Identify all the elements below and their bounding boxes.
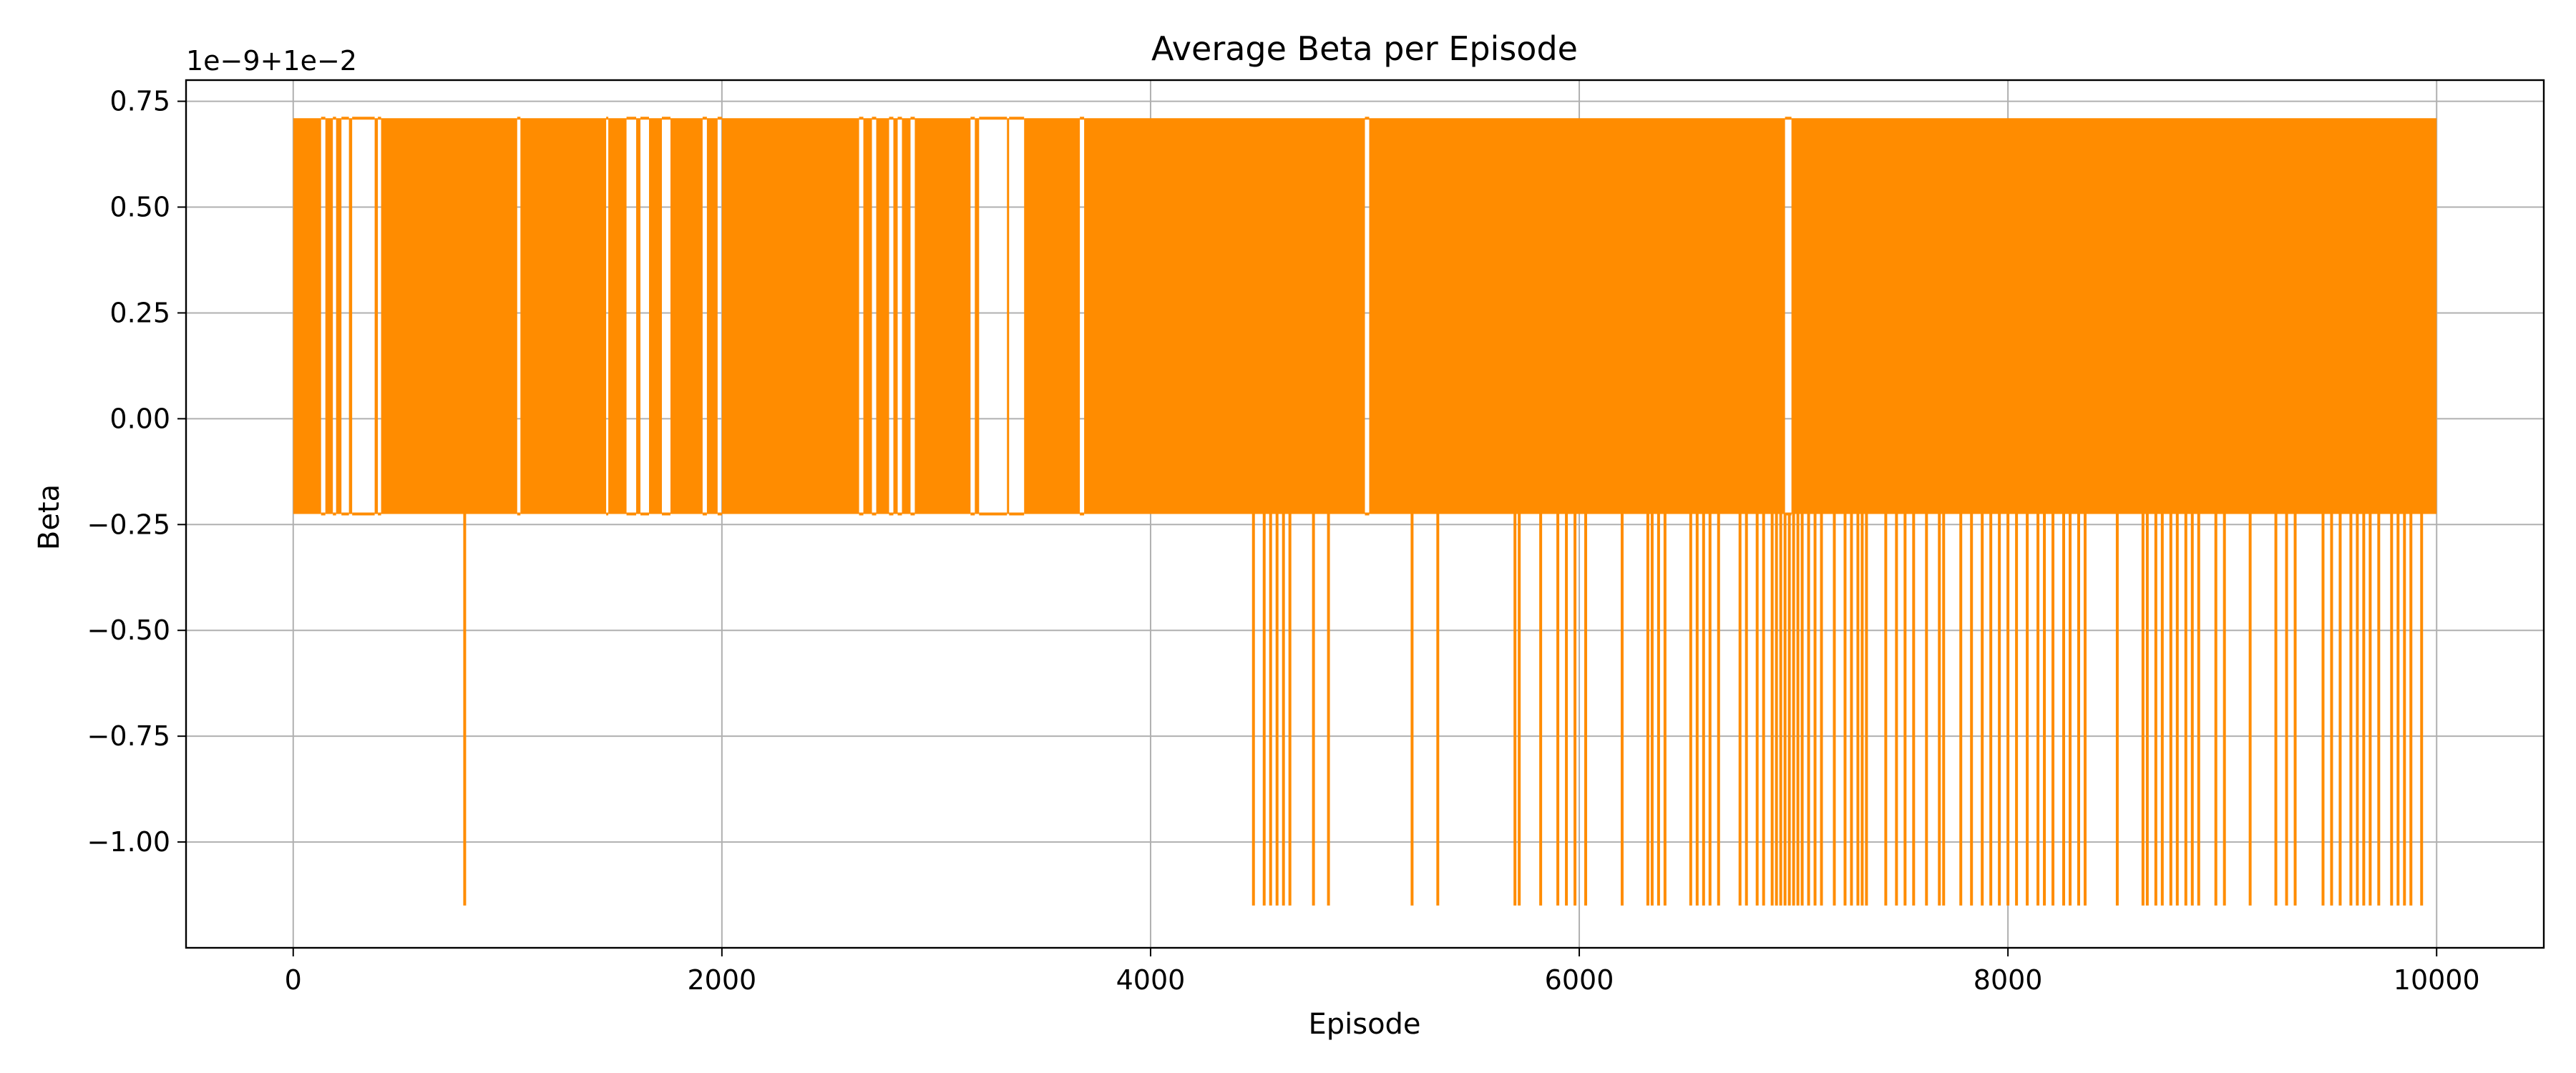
series-band-segment xyxy=(706,118,718,514)
x-tick-label: 6000 xyxy=(1545,964,1614,996)
series-band-segment xyxy=(608,118,627,514)
series-band-segment xyxy=(914,118,971,514)
x-tick-label: 8000 xyxy=(1974,964,2043,996)
y-tick-label: 0.75 xyxy=(109,86,170,117)
x-axis-label: Episode xyxy=(1308,1008,1420,1041)
y-tick-label: 0.00 xyxy=(109,403,170,434)
series-band-segment xyxy=(1024,118,1080,514)
y-tick-label: 0.25 xyxy=(109,297,170,328)
y-axis-label: Beta xyxy=(33,484,66,550)
series-band-segment xyxy=(670,118,703,514)
series-band-segment xyxy=(636,118,641,514)
axes-frame xyxy=(185,79,2545,949)
series-beta xyxy=(293,117,2437,906)
series-band-segment xyxy=(381,118,517,514)
y-tick-label: −0.50 xyxy=(87,614,170,646)
series-band-segment xyxy=(975,118,980,514)
series-band-segment xyxy=(520,118,607,514)
x-tick-label: 10000 xyxy=(2394,964,2480,996)
y-tick-label: −1.00 xyxy=(87,826,170,858)
y-tick-label: 0.50 xyxy=(109,192,170,223)
y-axis-ticks: 0.75 0.50 0.25 0.00 −0.25 −0.50 −0.75 −1.00 xyxy=(87,86,186,858)
series-band-segment xyxy=(325,118,333,514)
series-band-segment xyxy=(649,118,662,514)
y-tick-label: −0.25 xyxy=(87,509,170,540)
x-tick-label: 4000 xyxy=(1116,964,1186,996)
x-tick-label: 0 xyxy=(285,964,302,996)
series-band-segment xyxy=(348,118,353,514)
series-band-segment xyxy=(374,118,379,514)
series-band-segment xyxy=(876,118,889,514)
y-offset-label: 1e−9+1e−2 xyxy=(186,45,357,77)
chart-title: Average Beta per Episode xyxy=(1151,29,1578,68)
x-axis-ticks: 0 2000 4000 6000 8000 10000 xyxy=(285,948,2480,996)
series-band-segment xyxy=(336,118,342,514)
series-band-segment xyxy=(1084,118,1365,514)
series-band-segment xyxy=(1007,118,1010,514)
series-band-segment xyxy=(1791,118,2437,514)
series-band-segment xyxy=(1369,118,1785,514)
y-tick-label: −0.75 xyxy=(87,720,170,752)
series-band-segment xyxy=(863,118,872,514)
series-band-segment xyxy=(893,118,898,514)
series-band-segment xyxy=(902,118,911,514)
series-band-segment xyxy=(721,118,859,514)
series-band-segment xyxy=(293,118,321,514)
x-tick-label: 2000 xyxy=(688,964,757,996)
